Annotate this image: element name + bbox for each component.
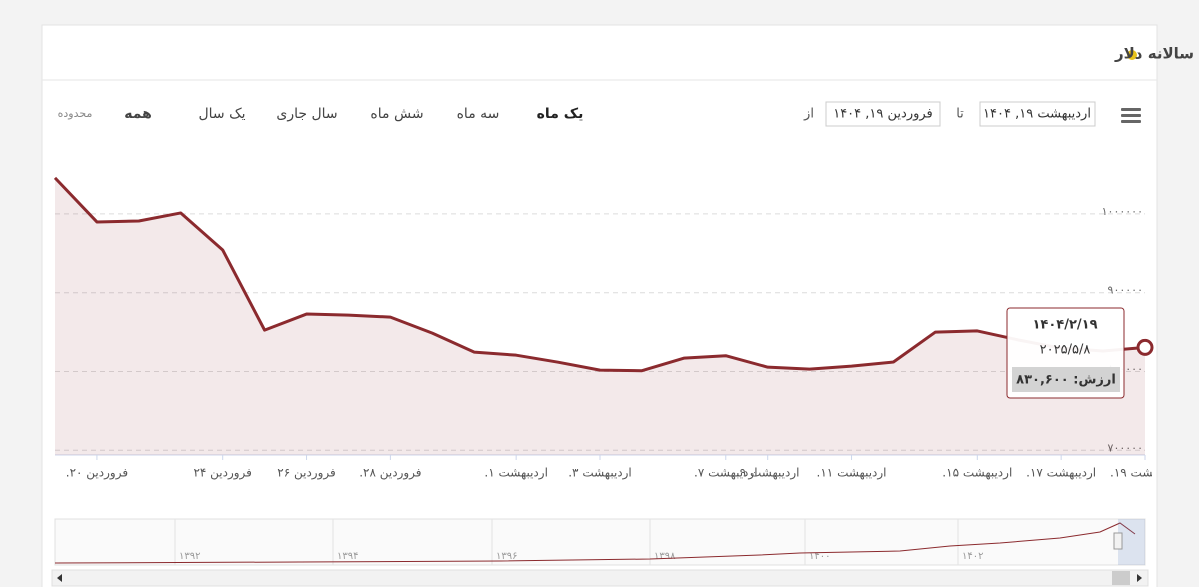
range-label: محدوده bbox=[58, 107, 93, 120]
x-tick-label: اردیبهشت ۱۷. bbox=[1026, 466, 1096, 481]
range-button[interactable]: سه ماه bbox=[457, 106, 500, 122]
navigator-label: ۱۳۹۸ bbox=[654, 551, 676, 562]
range-button[interactable]: یک سال bbox=[198, 106, 245, 122]
navigator-label: ۱۴۰۰ bbox=[809, 551, 830, 562]
navigator-label: ۱۴۰۲ bbox=[962, 551, 983, 562]
card-title: نمودار جامع تحولات سالانه دلار bbox=[1114, 45, 1199, 63]
navigator-frame bbox=[54, 518, 1146, 566]
x-tick-label: اردیبهشت ۳. bbox=[568, 466, 632, 481]
x-tick-label: اردیبهشت ۱. bbox=[484, 466, 548, 481]
x-tick-label: فروردین ۲۶ bbox=[277, 466, 335, 481]
x-tick-label: فروردین ۲۸. bbox=[359, 466, 421, 481]
range-button[interactable]: همه bbox=[124, 106, 152, 122]
range-button[interactable]: سال جاری bbox=[276, 106, 337, 122]
x-tick-label: اردیبهشت ۱۱. bbox=[817, 466, 887, 481]
menu-icon[interactable] bbox=[1121, 108, 1141, 123]
tooltip-value-bg bbox=[1012, 367, 1120, 392]
y-tick-label: ۷۰۰۰۰۰ bbox=[1108, 441, 1143, 454]
x-tick-label: اردیبهشت ۷. bbox=[694, 466, 758, 481]
price-line bbox=[53, 176, 1146, 373]
tooltip-date-gregorian: ۲۰۲۵/۵/۸ bbox=[1040, 343, 1091, 358]
to-label: تا bbox=[956, 107, 964, 122]
navigator-handle[interactable] bbox=[1113, 532, 1123, 550]
x-tick-label: اردیبهشت ۱۹. bbox=[1110, 466, 1180, 481]
y-tick-label: ۱۰۰۰۰۰۰ bbox=[1102, 205, 1143, 218]
scrollbar-track bbox=[51, 569, 1149, 587]
from-input[interactable] bbox=[825, 101, 941, 127]
y-tick-label: ۹۰۰۰۰۰ bbox=[1108, 284, 1143, 297]
card bbox=[41, 24, 1158, 587]
area bbox=[55, 177, 1145, 456]
hover-point bbox=[1136, 338, 1154, 356]
x-tick-label: فروردین ۲۴ bbox=[193, 466, 251, 481]
range-button[interactable]: یک ماه bbox=[537, 106, 584, 122]
title-dot bbox=[1127, 50, 1137, 60]
navigator-label: ۱۳۹۴ bbox=[337, 551, 358, 562]
to-date: اردیبهشت ۱۹, ۱۴۰۴ bbox=[983, 107, 1091, 122]
from-label: از bbox=[803, 107, 814, 122]
x-tick-label: فروردین ۲۰. bbox=[66, 466, 128, 481]
scroll-right[interactable] bbox=[1137, 574, 1142, 582]
scrollbar-thumb[interactable] bbox=[1112, 571, 1130, 585]
x-tick-label: اردیبهشت ۹. bbox=[736, 466, 800, 481]
navigator-series bbox=[54, 522, 1136, 564]
x-tick-label: اردیبهشت ۱۵. bbox=[942, 466, 1012, 481]
to-input[interactable] bbox=[979, 101, 1096, 127]
navigator-label: ۱۳۹۶ bbox=[496, 551, 517, 562]
tooltip-value: ارزش: ۸۳۰,۶۰۰ bbox=[1016, 373, 1116, 388]
tooltip-date: ۱۴۰۴/۲/۱۹ bbox=[1032, 318, 1097, 333]
from-date: فروردین ۱۹, ۱۴۰۴ bbox=[833, 107, 933, 122]
scroll-left[interactable] bbox=[57, 574, 62, 582]
navigator-label: ۱۳۹۲ bbox=[179, 551, 200, 562]
range-button[interactable]: شش ماه bbox=[370, 106, 423, 122]
